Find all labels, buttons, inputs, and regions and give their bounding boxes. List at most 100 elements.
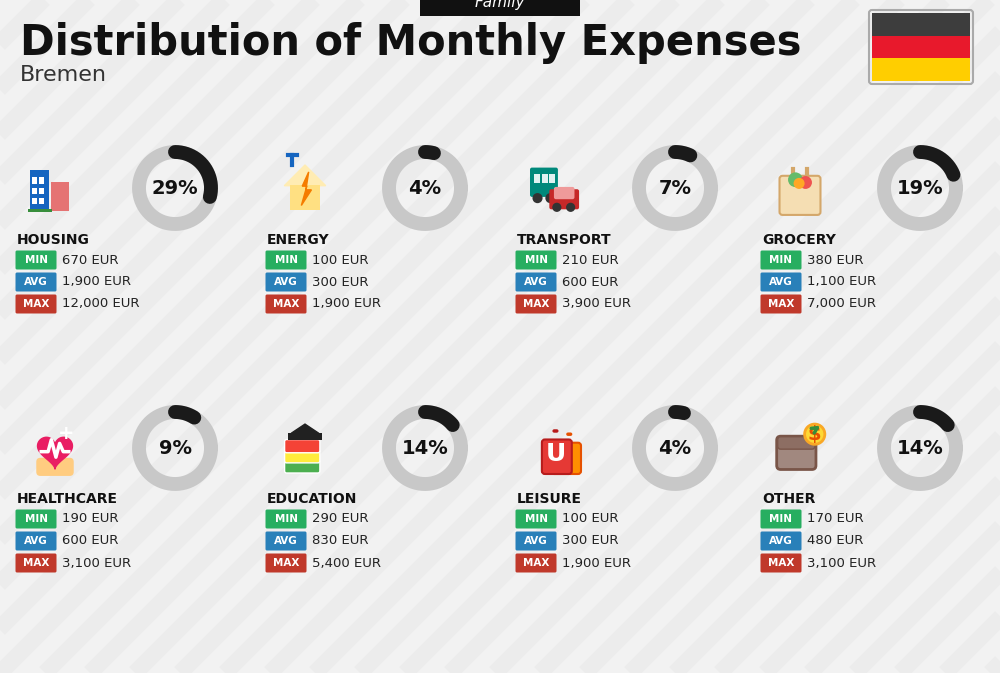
FancyBboxPatch shape (266, 532, 306, 551)
Text: Family: Family (475, 0, 525, 11)
FancyBboxPatch shape (285, 439, 320, 453)
FancyBboxPatch shape (534, 174, 540, 184)
Text: Distribution of Monthly Expenses: Distribution of Monthly Expenses (20, 22, 802, 64)
FancyBboxPatch shape (780, 176, 820, 215)
FancyBboxPatch shape (542, 439, 572, 474)
Circle shape (545, 193, 555, 203)
FancyBboxPatch shape (872, 13, 970, 36)
Text: MAX: MAX (273, 558, 299, 568)
FancyBboxPatch shape (549, 189, 579, 209)
FancyBboxPatch shape (516, 532, 556, 551)
Text: 1,100 EUR: 1,100 EUR (807, 275, 876, 289)
Polygon shape (291, 424, 319, 433)
Text: HOUSING: HOUSING (17, 233, 90, 247)
Text: AVG: AVG (524, 536, 548, 546)
Text: GROCERY: GROCERY (762, 233, 836, 247)
Text: MAX: MAX (768, 558, 794, 568)
Text: 1,900 EUR: 1,900 EUR (62, 275, 131, 289)
FancyBboxPatch shape (16, 295, 56, 314)
Text: MAX: MAX (23, 558, 49, 568)
Text: 14%: 14% (897, 439, 943, 458)
FancyBboxPatch shape (516, 509, 556, 528)
FancyBboxPatch shape (551, 443, 581, 474)
Text: 290 EUR: 290 EUR (312, 513, 368, 526)
FancyBboxPatch shape (777, 436, 816, 470)
FancyBboxPatch shape (266, 509, 306, 528)
Text: 480 EUR: 480 EUR (807, 534, 863, 548)
FancyBboxPatch shape (761, 509, 802, 528)
FancyBboxPatch shape (16, 532, 56, 551)
Text: 600 EUR: 600 EUR (562, 275, 618, 289)
FancyBboxPatch shape (16, 273, 56, 291)
Text: OTHER: OTHER (762, 492, 815, 506)
Circle shape (566, 203, 575, 212)
FancyBboxPatch shape (16, 509, 56, 528)
FancyBboxPatch shape (285, 450, 320, 463)
Text: TRANSPORT: TRANSPORT (517, 233, 612, 247)
FancyBboxPatch shape (761, 250, 802, 269)
FancyBboxPatch shape (288, 433, 322, 439)
FancyBboxPatch shape (285, 460, 320, 473)
Text: AVG: AVG (524, 277, 548, 287)
Text: 3,100 EUR: 3,100 EUR (807, 557, 876, 569)
Text: MAX: MAX (23, 299, 49, 309)
Text: MAX: MAX (523, 558, 549, 568)
Text: MIN: MIN (274, 255, 298, 265)
Circle shape (805, 424, 825, 444)
FancyBboxPatch shape (778, 437, 815, 449)
Circle shape (552, 203, 561, 212)
Text: AVG: AVG (769, 536, 793, 546)
Polygon shape (284, 165, 326, 186)
Text: $: $ (808, 425, 822, 444)
FancyBboxPatch shape (51, 182, 69, 211)
Text: 4%: 4% (658, 439, 692, 458)
Text: EDUCATION: EDUCATION (267, 492, 357, 506)
Text: 3,100 EUR: 3,100 EUR (62, 557, 131, 569)
Text: 7,000 EUR: 7,000 EUR (807, 297, 876, 310)
Text: MIN: MIN (770, 255, 792, 265)
FancyBboxPatch shape (266, 250, 306, 269)
FancyBboxPatch shape (761, 553, 802, 573)
Text: 100 EUR: 100 EUR (312, 254, 368, 267)
Text: 4%: 4% (408, 178, 442, 197)
Text: 12,000 EUR: 12,000 EUR (62, 297, 140, 310)
Text: 300 EUR: 300 EUR (562, 534, 618, 548)
FancyBboxPatch shape (39, 178, 44, 184)
FancyBboxPatch shape (290, 185, 320, 210)
Text: MAX: MAX (768, 299, 794, 309)
Text: U: U (546, 441, 566, 466)
Text: 3,900 EUR: 3,900 EUR (562, 297, 631, 310)
FancyBboxPatch shape (516, 553, 556, 573)
FancyBboxPatch shape (32, 198, 37, 204)
FancyBboxPatch shape (39, 198, 44, 204)
Text: MIN: MIN (274, 514, 298, 524)
Text: MAX: MAX (523, 299, 549, 309)
Text: MIN: MIN (24, 514, 48, 524)
FancyBboxPatch shape (266, 273, 306, 291)
Text: 19%: 19% (897, 178, 943, 197)
Text: Bremen: Bremen (20, 65, 107, 85)
Text: +: + (58, 424, 74, 443)
Text: 380 EUR: 380 EUR (807, 254, 864, 267)
Text: 670 EUR: 670 EUR (62, 254, 119, 267)
Text: 7%: 7% (658, 178, 692, 197)
Text: 190 EUR: 190 EUR (62, 513, 119, 526)
Text: 100 EUR: 100 EUR (562, 513, 618, 526)
Text: AVG: AVG (24, 277, 48, 287)
FancyBboxPatch shape (420, 0, 580, 16)
Text: HEALTHCARE: HEALTHCARE (17, 492, 118, 506)
FancyBboxPatch shape (36, 458, 74, 476)
Text: MAX: MAX (273, 299, 299, 309)
Text: 170 EUR: 170 EUR (807, 513, 864, 526)
FancyBboxPatch shape (549, 174, 555, 184)
FancyBboxPatch shape (761, 295, 802, 314)
FancyBboxPatch shape (16, 553, 56, 573)
Polygon shape (38, 437, 72, 469)
Circle shape (532, 193, 543, 203)
Circle shape (799, 176, 812, 189)
FancyBboxPatch shape (28, 209, 52, 212)
FancyBboxPatch shape (516, 250, 556, 269)
Circle shape (788, 172, 803, 187)
FancyBboxPatch shape (516, 295, 556, 314)
FancyBboxPatch shape (554, 187, 574, 199)
